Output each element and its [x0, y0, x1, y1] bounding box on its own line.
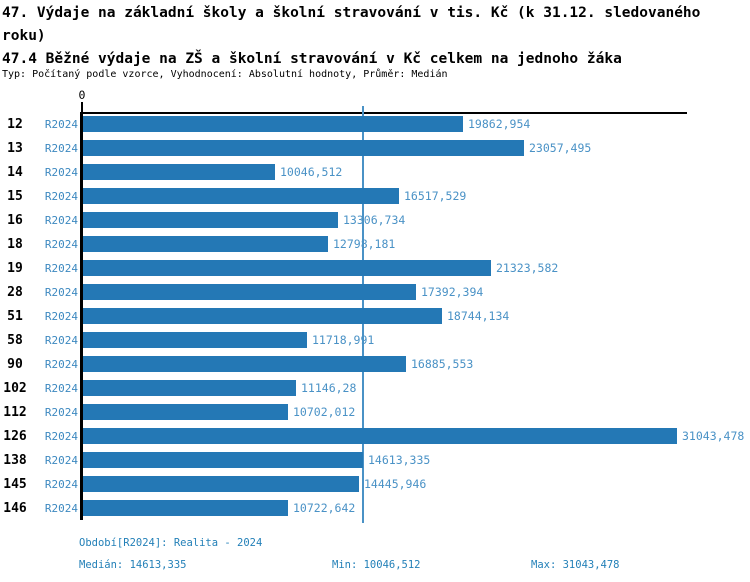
bar[interactable] [83, 452, 363, 468]
bar[interactable] [83, 500, 288, 516]
bar-value-label: 31043,478 [682, 429, 745, 443]
bar[interactable] [83, 164, 275, 180]
page-title: 47. Výdaje na základní školy a školní st… [2, 5, 701, 44]
period-link[interactable]: R2024 [44, 382, 78, 395]
bar[interactable] [83, 212, 338, 228]
row-category-label: 138 [3, 453, 27, 468]
chart-row: 14 R2024 10046,512 [0, 164, 750, 180]
row-category-label: 28 [7, 285, 23, 300]
period-link[interactable]: R2024 [44, 358, 78, 371]
chart-row: 90 R2024 16885,553 [0, 356, 750, 372]
chart-row: 146 R2024 10722,642 [0, 500, 750, 516]
bar-value-label: 13306,734 [343, 213, 406, 227]
bar[interactable] [83, 188, 399, 204]
bar-value-label: 19862,954 [468, 117, 531, 131]
period-link[interactable]: R2024 [44, 310, 78, 323]
bar[interactable] [83, 356, 406, 372]
period-link[interactable]: R2024 [44, 190, 78, 203]
chart-row: 15 R2024 16517,529 [0, 188, 750, 204]
chart-row: 112 R2024 10702,012 [0, 404, 750, 420]
chart-subtitle: 47.4 Běžné výdaje na ZŠ a školní stravov… [2, 51, 622, 67]
bar-value-label: 16517,529 [404, 189, 467, 203]
period-link[interactable]: R2024 [44, 118, 78, 131]
bar[interactable] [83, 260, 491, 276]
chart-row: 18 R2024 12798,181 [0, 236, 750, 252]
bar[interactable] [83, 284, 416, 300]
footer-period: Období[R2024]: Realita - 2024 [79, 537, 263, 549]
bar-value-label: 10702,012 [293, 405, 356, 419]
row-category-label: 15 [7, 189, 23, 204]
row-category-label: 145 [3, 477, 27, 492]
bar[interactable] [83, 236, 328, 252]
bar-value-label: 10046,512 [280, 165, 343, 179]
footer-min: Min: 10046,512 [332, 559, 421, 571]
period-link[interactable]: R2024 [44, 286, 78, 299]
bar[interactable] [83, 428, 677, 444]
row-category-label: 102 [3, 381, 27, 396]
row-category-label: 112 [3, 405, 27, 420]
bar-value-label: 10722,642 [293, 501, 356, 515]
bar[interactable] [83, 140, 524, 156]
bar-value-label: 23057,495 [529, 141, 592, 155]
chart-row: 16 R2024 13306,734 [0, 212, 750, 228]
row-category-label: 90 [7, 357, 23, 372]
bar-value-label: 12798,181 [333, 237, 396, 251]
period-link[interactable]: R2024 [44, 334, 78, 347]
bar-value-label: 14445,946 [364, 477, 427, 491]
row-category-label: 13 [7, 141, 23, 156]
chart-row: 126 R2024 31043,478 [0, 428, 750, 444]
chart-row: 58 R2024 11718,991 [0, 332, 750, 348]
period-link[interactable]: R2024 [44, 238, 78, 251]
row-category-label: 14 [7, 165, 23, 180]
row-category-label: 126 [3, 429, 27, 444]
row-category-label: 16 [7, 213, 23, 228]
row-category-label: 19 [7, 261, 23, 276]
footer-median: Medián: 14613,335 [79, 559, 187, 571]
row-category-label: 18 [7, 237, 23, 252]
x-axis-line [80, 112, 687, 114]
bar-value-label: 16885,553 [411, 357, 474, 371]
period-link[interactable]: R2024 [44, 406, 78, 419]
bar-value-label: 14613,335 [368, 453, 431, 467]
bar[interactable] [83, 476, 359, 492]
bar-value-label: 21323,582 [496, 261, 559, 275]
x-axis-zero-label: 0 [78, 88, 86, 102]
bar[interactable] [83, 332, 307, 348]
period-link[interactable]: R2024 [44, 430, 78, 443]
footer-max: Max: 31043,478 [531, 559, 620, 571]
y-axis-line [80, 112, 83, 520]
chart-row: 13 R2024 23057,495 [0, 140, 750, 156]
chart-row: 51 R2024 18744,134 [0, 308, 750, 324]
period-link[interactable]: R2024 [44, 214, 78, 227]
row-category-label: 12 [7, 117, 23, 132]
bar-value-label: 11718,991 [312, 333, 375, 347]
row-category-label: 51 [7, 309, 23, 324]
bar-value-label: 11146,28 [301, 381, 357, 395]
row-category-label: 146 [3, 501, 27, 516]
x-axis-tick [81, 102, 83, 112]
period-link[interactable]: R2024 [44, 478, 78, 491]
bar[interactable] [83, 404, 288, 420]
bar-value-label: 18744,134 [447, 309, 510, 323]
bar[interactable] [83, 308, 442, 324]
period-link[interactable]: R2024 [44, 142, 78, 155]
row-category-label: 58 [7, 333, 23, 348]
chart-row: 19 R2024 21323,582 [0, 260, 750, 276]
chart-row: 102 R2024 11146,28 [0, 380, 750, 396]
chart-meta-info: Typ: Počítaný podle vzorce, Vyhodnocení:… [2, 69, 448, 80]
chart-row: 138 R2024 14613,335 [0, 452, 750, 468]
chart-row: 145 R2024 14445,946 [0, 476, 750, 492]
period-link[interactable]: R2024 [44, 502, 78, 515]
period-link[interactable]: R2024 [44, 454, 78, 467]
period-link[interactable]: R2024 [44, 166, 78, 179]
bar[interactable] [83, 116, 463, 132]
period-link[interactable]: R2024 [44, 262, 78, 275]
chart-row: 12 R2024 19862,954 [0, 116, 750, 132]
bar-value-label: 17392,394 [421, 285, 484, 299]
chart-row: 28 R2024 17392,394 [0, 284, 750, 300]
bar[interactable] [83, 380, 296, 396]
